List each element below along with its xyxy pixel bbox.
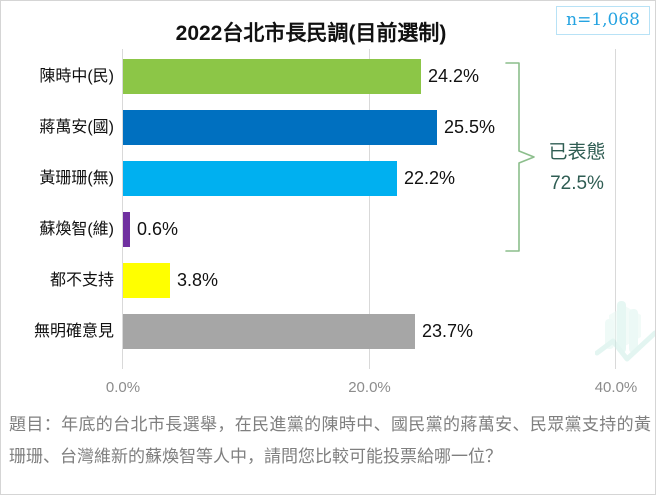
brace-bracket (505, 62, 535, 252)
bar (123, 59, 421, 94)
bar (123, 314, 415, 349)
value-label: 24.2% (428, 66, 480, 86)
value-label: 25.5% (444, 117, 496, 137)
x-axis-tick-label: 0.0% (105, 379, 141, 396)
value-label: 23.7% (422, 321, 474, 341)
x-axis-tick-label: 20.0% (348, 379, 391, 396)
category-label: 都不支持 (49, 272, 114, 289)
bar (123, 212, 130, 247)
decided-annotation: 已表態 72.5% (534, 137, 620, 199)
category-label: 無明確意見 (33, 323, 114, 340)
brace-path (505, 62, 535, 252)
gridline-40 (615, 49, 616, 369)
x-axis-tick-label: 40.0% (594, 379, 638, 396)
bar (123, 110, 437, 145)
category-label: 黃珊珊(無) (39, 170, 114, 187)
gridline-20 (368, 49, 370, 369)
decided-value: 72.5% (550, 173, 604, 194)
bar (123, 161, 397, 196)
category-label: 蔣萬安(國) (39, 119, 114, 136)
value-label: 0.6% (137, 219, 179, 239)
decided-label: 已表態 (548, 142, 606, 163)
chart-title: 2022台北市長民調(目前選制) (175, 22, 447, 45)
value-label: 3.8% (177, 270, 219, 290)
category-label: 陳時中(民) (39, 68, 114, 85)
sample-size-badge: n=1,068 (556, 6, 650, 35)
watermark-logo-icon (595, 301, 655, 362)
value-label: 22.2% (404, 168, 456, 188)
category-label: 蘇煥智(維) (39, 221, 114, 238)
bar (123, 263, 170, 298)
gridline-0 (122, 49, 123, 369)
survey-question-footnote: 題目：年底的台北市長選舉，在民進黨的陳時中、國民黨的蔣萬安、民眾黨支持的黃珊珊、… (9, 415, 651, 466)
